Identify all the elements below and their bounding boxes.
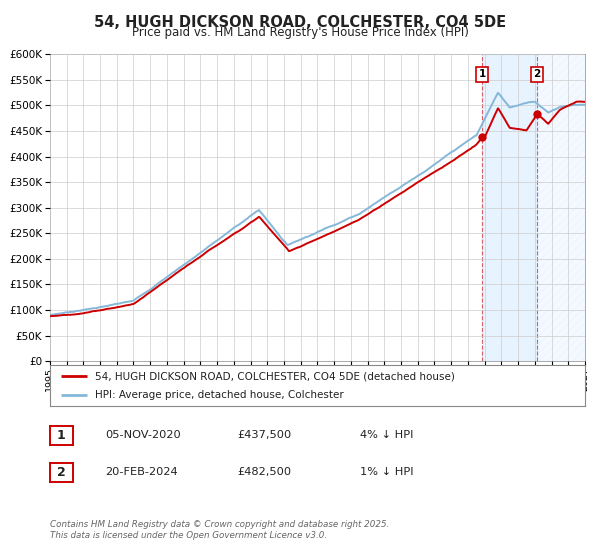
Text: 1: 1 xyxy=(57,429,65,442)
Text: £437,500: £437,500 xyxy=(237,430,291,440)
Bar xyxy=(537,54,585,361)
Text: 4% ↓ HPI: 4% ↓ HPI xyxy=(360,430,413,440)
Text: Contains HM Land Registry data © Crown copyright and database right 2025.
This d: Contains HM Land Registry data © Crown c… xyxy=(50,520,389,540)
Text: 20-FEB-2024: 20-FEB-2024 xyxy=(105,466,178,477)
Text: £482,500: £482,500 xyxy=(237,466,291,477)
Text: 2: 2 xyxy=(533,69,541,80)
Text: 54, HUGH DICKSON ROAD, COLCHESTER, CO4 5DE: 54, HUGH DICKSON ROAD, COLCHESTER, CO4 5… xyxy=(94,15,506,30)
Text: HPI: Average price, detached house, Colchester: HPI: Average price, detached house, Colc… xyxy=(95,390,344,400)
Text: 54, HUGH DICKSON ROAD, COLCHESTER, CO4 5DE (detached house): 54, HUGH DICKSON ROAD, COLCHESTER, CO4 5… xyxy=(95,371,455,381)
Text: 1: 1 xyxy=(479,69,486,80)
Bar xyxy=(482,54,537,361)
Text: 1% ↓ HPI: 1% ↓ HPI xyxy=(360,466,413,477)
Text: 2: 2 xyxy=(57,465,65,479)
Text: Price paid vs. HM Land Registry's House Price Index (HPI): Price paid vs. HM Land Registry's House … xyxy=(131,26,469,39)
Text: 05-NOV-2020: 05-NOV-2020 xyxy=(105,430,181,440)
